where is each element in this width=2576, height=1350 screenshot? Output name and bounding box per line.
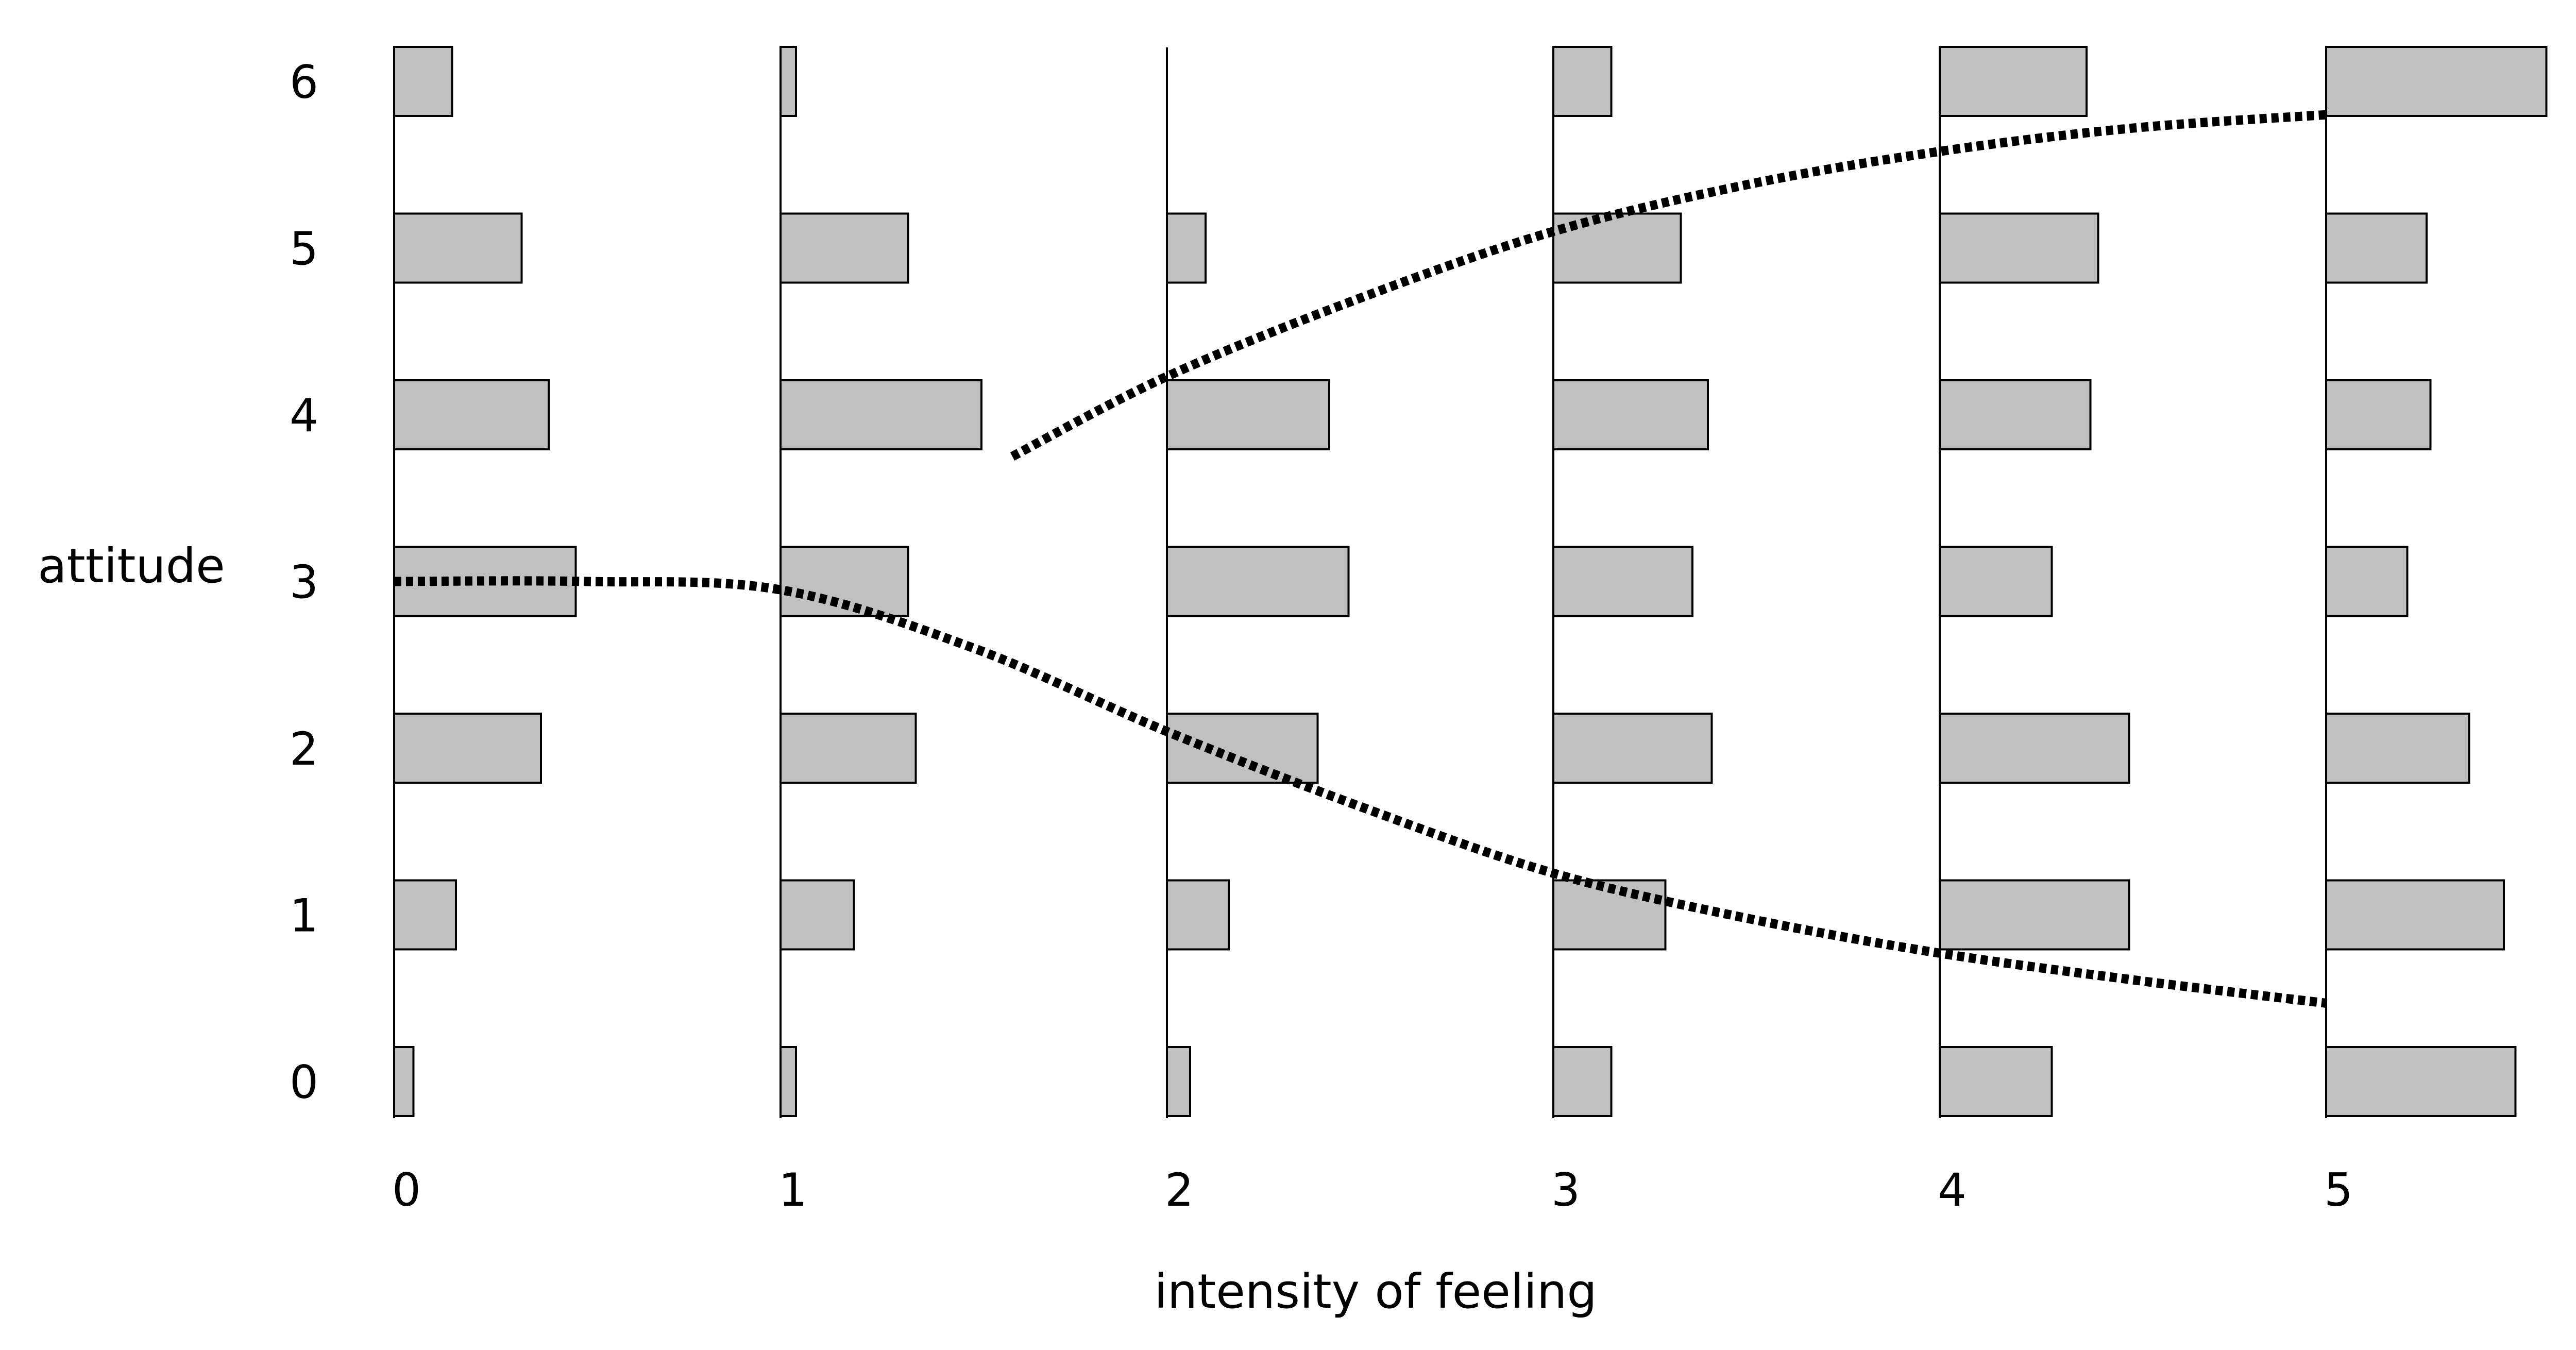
y-tick-label-1: 1 [290,889,318,942]
bar-intensity-4-attitude-4 [1939,379,2092,450]
bar-intensity-5-attitude-4 [2325,379,2432,450]
bar-intensity-5-attitude-5 [2325,212,2428,284]
y-tick-label-3: 3 [290,556,318,609]
bar-intensity-1-attitude-4 [779,379,982,450]
bar-intensity-5-attitude-2 [2325,713,2470,784]
bar-intensity-5-attitude-3 [2325,546,2409,617]
bar-intensity-4-attitude-6 [1939,46,2088,117]
bar-intensity-1-attitude-1 [779,879,855,951]
bar-intensity-5-attitude-0 [2325,1046,2517,1117]
x-tick-label-2: 2 [1165,1163,1194,1217]
y-tick-label-5: 5 [290,223,318,276]
y-tick-label-2: 2 [290,722,318,775]
bar-intensity-0-attitude-1 [393,879,457,951]
bar-intensity-2-attitude-2 [1166,713,1319,784]
trend-line-1 [394,576,2327,1008]
bar-intensity-4-attitude-5 [1939,212,2099,284]
bar-intensity-0-attitude-6 [393,46,453,117]
bars-layer [393,46,2548,1117]
bar-intensity-1-attitude-5 [779,212,909,284]
bar-intensity-0-attitude-0 [393,1046,415,1117]
x-axis-label: intensity of feeling [1154,1264,1597,1319]
bar-intensity-3-attitude-4 [1552,379,1709,450]
bar-intensity-4-attitude-1 [1939,879,2130,951]
bar-intensity-0-attitude-5 [393,212,523,284]
trend-lines-layer [394,110,2327,1008]
y-axis-label: attitude [38,538,225,594]
bar-intensity-2-attitude-3 [1166,546,1350,617]
x-tick-label-1: 1 [778,1163,807,1217]
bar-intensity-0-attitude-2 [393,713,542,784]
bar-intensity-3-attitude-0 [1552,1046,1613,1117]
bar-intensity-0-attitude-4 [393,379,550,450]
bar-intensity-3-attitude-6 [1552,46,1613,117]
tick-labels-layer: 0 1 2 3 4 5 0 1 2 3 4 5 6 [290,56,2353,1217]
trend-line-2 [1010,110,2327,461]
bar-intensity-1-attitude-2 [779,713,917,784]
bar-intensity-2-attitude-4 [1166,379,1330,450]
bar-intensity-3-attitude-2 [1552,713,1713,784]
bar-intensity-1-attitude-0 [779,1046,797,1117]
y-tick-label-6: 6 [290,56,318,109]
bar-intensity-1-attitude-6 [779,46,797,117]
bar-intensity-4-attitude-3 [1939,546,2053,617]
x-tick-label-4: 4 [1938,1163,1967,1217]
y-tick-label-4: 4 [290,389,318,442]
bar-intensity-5-attitude-6 [2325,46,2548,117]
baselines-layer [393,47,2327,1118]
bar-intensity-2-attitude-0 [1166,1046,1191,1117]
x-tick-label-5: 5 [2324,1163,2353,1217]
y-tick-label-0: 0 [290,1056,318,1109]
bar-intensity-4-attitude-2 [1939,713,2130,784]
bar-intensity-3-attitude-3 [1552,546,1693,617]
bar-intensity-2-attitude-1 [1166,879,1230,951]
bar-intensity-5-attitude-1 [2325,879,2505,951]
x-tick-label-3: 3 [1551,1163,1580,1217]
x-tick-label-0: 0 [392,1163,421,1217]
bar-intensity-2-attitude-5 [1166,212,1207,284]
bar-intensity-4-attitude-0 [1939,1046,2053,1117]
